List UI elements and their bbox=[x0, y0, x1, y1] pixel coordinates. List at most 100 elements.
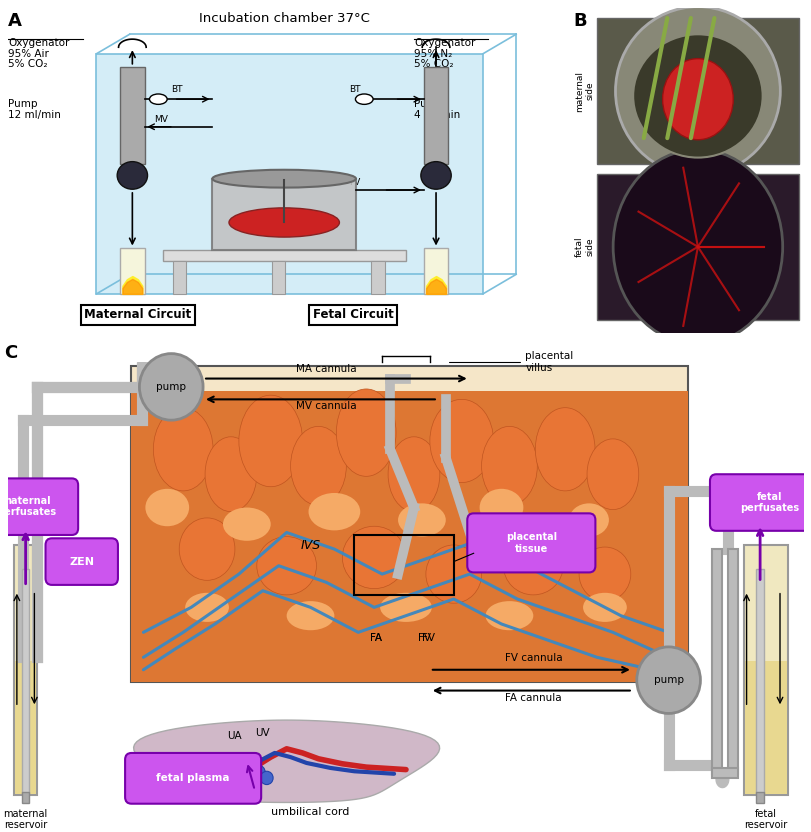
Circle shape bbox=[636, 647, 700, 713]
Text: FA: FA bbox=[427, 253, 438, 262]
Text: C: C bbox=[4, 344, 17, 362]
Text: UV: UV bbox=[255, 728, 270, 738]
Text: MA: MA bbox=[124, 253, 138, 262]
Text: Fetal Circuit: Fetal Circuit bbox=[312, 309, 393, 321]
Text: A: A bbox=[8, 12, 22, 30]
Ellipse shape bbox=[290, 426, 346, 505]
Circle shape bbox=[252, 765, 265, 779]
Text: 95% N₂: 95% N₂ bbox=[414, 49, 452, 59]
Ellipse shape bbox=[336, 389, 396, 476]
FancyBboxPatch shape bbox=[727, 549, 737, 774]
Ellipse shape bbox=[612, 150, 782, 344]
FancyBboxPatch shape bbox=[22, 569, 29, 794]
FancyBboxPatch shape bbox=[22, 792, 29, 803]
Ellipse shape bbox=[569, 503, 608, 537]
Text: placental
villus: placental villus bbox=[448, 351, 573, 373]
FancyBboxPatch shape bbox=[371, 261, 384, 294]
Ellipse shape bbox=[238, 395, 303, 487]
FancyBboxPatch shape bbox=[97, 54, 483, 294]
FancyBboxPatch shape bbox=[15, 545, 36, 795]
Text: FA cannula: FA cannula bbox=[504, 692, 561, 702]
FancyBboxPatch shape bbox=[755, 569, 763, 794]
FancyBboxPatch shape bbox=[711, 549, 721, 774]
Ellipse shape bbox=[308, 493, 360, 531]
FancyBboxPatch shape bbox=[596, 174, 798, 319]
Ellipse shape bbox=[578, 547, 630, 601]
Ellipse shape bbox=[534, 408, 594, 491]
Text: Oxygenator: Oxygenator bbox=[8, 37, 70, 47]
Text: fetal
side: fetal side bbox=[574, 236, 594, 257]
FancyBboxPatch shape bbox=[131, 366, 688, 682]
FancyBboxPatch shape bbox=[125, 753, 261, 804]
Text: B: B bbox=[573, 12, 586, 30]
Polygon shape bbox=[134, 721, 439, 802]
Ellipse shape bbox=[481, 426, 537, 505]
Circle shape bbox=[139, 354, 203, 420]
Text: UA: UA bbox=[227, 730, 242, 740]
Ellipse shape bbox=[256, 537, 316, 595]
Ellipse shape bbox=[229, 208, 339, 237]
Text: BT: BT bbox=[171, 86, 182, 94]
Ellipse shape bbox=[179, 518, 234, 581]
Text: Pump: Pump bbox=[8, 99, 37, 109]
Text: FA: FA bbox=[370, 632, 382, 642]
Ellipse shape bbox=[615, 7, 779, 176]
Text: maternal
perfusates: maternal perfusates bbox=[0, 496, 56, 518]
Ellipse shape bbox=[212, 170, 355, 187]
FancyBboxPatch shape bbox=[45, 538, 118, 585]
FancyBboxPatch shape bbox=[212, 179, 355, 250]
Ellipse shape bbox=[342, 527, 406, 589]
Circle shape bbox=[355, 94, 372, 104]
Text: umbilical cord: umbilical cord bbox=[271, 807, 350, 817]
Text: maternal
side: maternal side bbox=[574, 71, 594, 111]
Text: 12 ml/min: 12 ml/min bbox=[8, 110, 61, 120]
Text: FV: FV bbox=[422, 632, 435, 642]
Text: FV cannula: FV cannula bbox=[504, 653, 561, 663]
Text: fetal plasma: fetal plasma bbox=[157, 773, 230, 784]
Ellipse shape bbox=[503, 537, 563, 595]
Circle shape bbox=[149, 94, 167, 104]
FancyBboxPatch shape bbox=[744, 661, 786, 794]
Ellipse shape bbox=[485, 601, 533, 631]
Ellipse shape bbox=[185, 592, 229, 622]
Ellipse shape bbox=[479, 488, 523, 527]
Text: 4 ml/min: 4 ml/min bbox=[414, 110, 460, 120]
FancyBboxPatch shape bbox=[423, 249, 448, 294]
Text: Maternal Circuit: Maternal Circuit bbox=[84, 309, 191, 321]
FancyBboxPatch shape bbox=[596, 18, 798, 164]
Ellipse shape bbox=[388, 437, 440, 512]
Ellipse shape bbox=[397, 503, 445, 537]
Text: FV: FV bbox=[349, 178, 360, 186]
Ellipse shape bbox=[205, 437, 256, 512]
FancyBboxPatch shape bbox=[162, 250, 406, 261]
Circle shape bbox=[260, 771, 272, 785]
Ellipse shape bbox=[586, 438, 638, 509]
FancyBboxPatch shape bbox=[711, 768, 737, 778]
Text: Incubation chamber 37°C: Incubation chamber 37°C bbox=[199, 12, 369, 25]
Text: MA cannula: MA cannula bbox=[296, 364, 356, 374]
Ellipse shape bbox=[582, 592, 626, 622]
Ellipse shape bbox=[633, 34, 762, 157]
Text: maternal
reservoir: maternal reservoir bbox=[3, 809, 48, 830]
Text: pump: pump bbox=[653, 675, 683, 686]
FancyBboxPatch shape bbox=[272, 261, 285, 294]
Ellipse shape bbox=[117, 161, 148, 189]
FancyBboxPatch shape bbox=[423, 67, 448, 164]
Ellipse shape bbox=[429, 399, 493, 483]
Text: FA: FA bbox=[370, 632, 382, 642]
FancyBboxPatch shape bbox=[755, 792, 763, 803]
FancyBboxPatch shape bbox=[120, 249, 144, 294]
Ellipse shape bbox=[662, 58, 732, 140]
Text: MV cannula: MV cannula bbox=[296, 401, 356, 411]
Text: 5% CO₂: 5% CO₂ bbox=[414, 58, 453, 68]
FancyBboxPatch shape bbox=[0, 478, 78, 535]
Ellipse shape bbox=[420, 161, 451, 189]
FancyBboxPatch shape bbox=[15, 661, 36, 794]
Text: fetal
reservoir: fetal reservoir bbox=[743, 809, 787, 830]
Text: Pump: Pump bbox=[414, 99, 443, 109]
Text: 95% Air: 95% Air bbox=[8, 49, 49, 59]
Text: MV: MV bbox=[154, 115, 168, 123]
Ellipse shape bbox=[426, 545, 481, 603]
Ellipse shape bbox=[380, 592, 431, 622]
FancyBboxPatch shape bbox=[173, 261, 186, 294]
